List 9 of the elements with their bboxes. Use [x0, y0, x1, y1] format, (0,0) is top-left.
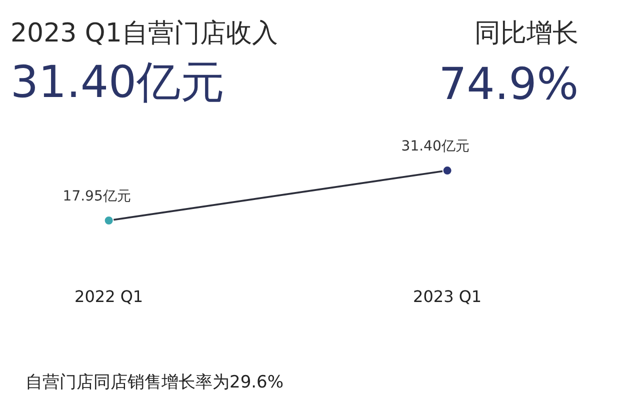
x-tick-label: 2022 Q1: [74, 287, 144, 306]
data-label: 31.40亿元: [401, 138, 470, 155]
chart-subtitle: 31.40亿元: [10, 57, 224, 108]
data-label: 17.95亿元: [62, 188, 131, 205]
x-tick-label: 2023 Q1: [413, 287, 482, 306]
chart-title: 2023 Q1自营门店收入: [10, 18, 278, 48]
text: 74.9%: [438, 59, 579, 110]
text: 自营门店同店销售增长率为29.6%: [26, 372, 284, 392]
text: 同比增长: [474, 18, 578, 48]
